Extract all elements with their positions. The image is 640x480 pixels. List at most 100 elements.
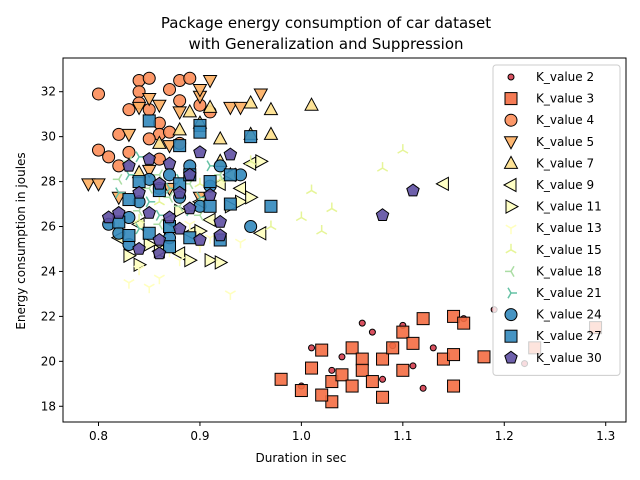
legend-label: K_value 30 [536,351,602,365]
data-point [338,353,346,361]
data-point [112,173,123,185]
data-point [376,352,390,366]
legend-marker [504,329,518,343]
data-point [141,164,157,179]
legend-marker [502,177,517,193]
data-point [365,375,379,389]
data-point [91,178,106,192]
data-point [122,145,136,159]
data-point [142,226,156,240]
data-point [163,125,177,139]
data-point [397,144,409,154]
data-point [305,361,319,375]
data-point [143,283,155,294]
data-point [223,101,238,116]
data-point [223,197,237,211]
data-point [202,74,218,89]
data-point [435,176,449,192]
data-point [163,191,174,203]
x-tick-label: 1.3 [596,429,615,443]
data-point [102,150,116,164]
legend-label: K_value 27 [536,329,602,343]
data-point [152,176,167,190]
data-point [368,328,376,336]
data-point [265,220,277,231]
y-tick-label: 22 [41,309,56,323]
data-point [173,94,187,108]
legend-marker [504,308,518,322]
x-tick-label: 1.1 [393,429,412,443]
legend-marker [504,350,518,364]
data-point [142,151,156,165]
data-point [214,255,229,270]
legend-marker [503,136,519,150]
data-point [294,384,308,398]
data-point [92,87,105,101]
data-point [202,212,216,228]
data-point [447,348,461,362]
data-point [122,158,136,172]
data-point [243,94,259,109]
data-point [245,155,257,166]
data-point [204,252,219,268]
data-point [345,341,359,355]
legend-label: K_value 11 [536,200,602,214]
data-point [153,195,165,206]
legend-marker [503,155,519,169]
data-point [406,336,420,350]
data-point [223,168,237,182]
axes-frame [62,57,627,423]
data-point [244,130,258,144]
data-point [429,344,437,352]
y-tick-label: 30 [41,130,56,144]
data-point [212,130,228,145]
data-point [263,126,279,140]
data-point [386,341,400,355]
legend-label: K_value 7 [536,156,594,170]
data-point [141,92,157,107]
chart-title-line2: with Generalization and Suppression [188,35,463,53]
data-point [162,156,177,170]
legend-marker [505,243,517,254]
data-point [315,343,329,357]
data-point [263,101,279,116]
data-point [92,143,105,157]
data-point [162,210,177,224]
data-point [184,252,198,268]
legend-label: K_value 5 [536,135,594,149]
data-point [416,312,430,326]
data-point [182,103,198,118]
data-point [213,159,227,173]
data-point [447,379,461,393]
data-point [305,184,318,195]
x-tick-label: 1.2 [495,429,514,443]
data-point [163,82,177,96]
data-point [325,375,339,389]
y-tick-label: 24 [41,264,56,278]
series-14 [101,145,420,260]
data-point [223,147,238,161]
data-point [152,232,167,246]
data-point [409,362,417,370]
data-point [295,211,307,222]
data-point [172,106,187,120]
data-point [142,114,156,128]
data-point [153,274,165,285]
data-point [255,154,269,169]
data-point [232,180,247,196]
chart-title-line1: Package energy consumption of car datase… [161,14,491,32]
series-4 [81,74,269,206]
legend-marker [507,287,517,299]
legend-label: K_value 4 [536,113,594,127]
axes: 0.8 0.9 1.0 1.1 1.2 1.3 18 20 22 24 26 28 30 32 [41,57,627,443]
data-point [203,187,217,201]
data-point [355,363,369,377]
legend-label: K_value 15 [536,243,602,257]
y-tick-label: 20 [41,354,56,368]
x-axis-label: Duration in sec [256,451,347,465]
data-point [123,279,135,289]
legend-marker [505,199,520,214]
data-point [244,220,258,234]
data-point [183,167,197,181]
legend-marker [504,92,518,106]
